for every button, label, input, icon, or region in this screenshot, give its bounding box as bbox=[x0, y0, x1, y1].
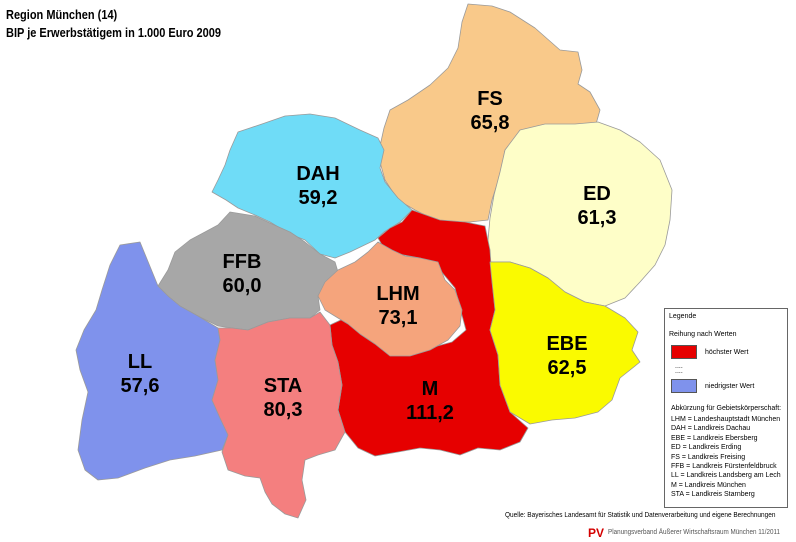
region-label-ed: ED bbox=[583, 183, 611, 205]
region-ebe[interactable] bbox=[489, 261, 641, 425]
legend-abbr-item: ED = Landkreis Erding bbox=[671, 444, 742, 452]
region-value-fs: 65,8 bbox=[471, 112, 510, 134]
region-label-ebe: EBE bbox=[546, 333, 587, 355]
region-value-sta: 80,3 bbox=[264, 399, 303, 421]
region-value-ebe: 62,5 bbox=[548, 357, 587, 379]
legend-abbr-item: M = Landkreis München bbox=[671, 481, 746, 489]
pv-logo: PV bbox=[588, 525, 605, 540]
legend-abbr-list: LHM = Landeshauptstadt München DAH = Lan… bbox=[671, 415, 781, 500]
legend-abbr-item: EBE = Landkreis Ebersberg bbox=[671, 434, 758, 442]
legend-box: Legende Reihung nach Werten höchster Wer… bbox=[664, 308, 788, 508]
region-label-fs: FS bbox=[477, 88, 503, 110]
region-lhm[interactable] bbox=[317, 241, 463, 357]
legend-title: Legende bbox=[669, 313, 697, 320]
legend-abbr-item: FFB = Landkreis Fürstenfeldbruck bbox=[671, 463, 777, 471]
region-value-ll: 57,6 bbox=[121, 375, 160, 397]
legend-highest-label: höchster Wert bbox=[705, 349, 749, 356]
region-value-dah: 59,2 bbox=[299, 187, 338, 209]
region-ll[interactable] bbox=[75, 241, 229, 481]
region-value-ed: 61,3 bbox=[578, 207, 617, 229]
region-value-ffb: 60,0 bbox=[223, 275, 262, 297]
legend-abbr-item: DAH = Landkreis Dachau bbox=[671, 425, 751, 433]
map-subtitle: BIP je Erwerbstätigem in 1.000 Euro 2009 bbox=[6, 26, 222, 40]
region-fs[interactable] bbox=[377, 3, 601, 223]
map-title-block: Region München (14) BIP je Erwerbstätige… bbox=[6, 6, 250, 42]
legend-swatch-lowest bbox=[671, 379, 697, 393]
region-value-m: 111,2 bbox=[406, 402, 454, 424]
footer: PV Planungsverband Äußerer Wirtschaftsra… bbox=[588, 524, 796, 542]
legend-abbr-item: LL = Landkreis Landsberg am Lech bbox=[671, 472, 781, 480]
legend-abbr-item: STA = Landkreis Starnberg bbox=[671, 491, 755, 499]
region-label-ffb: FFB bbox=[223, 251, 262, 273]
legend-lowest-label: niedrigster Wert bbox=[705, 383, 755, 390]
source-note: Quelle: Bayerisches Landesamt für Statis… bbox=[505, 510, 776, 519]
footer-text: Planungsverband Äußerer Wirtschaftsraum … bbox=[608, 529, 781, 537]
region-value-lhm: 73,1 bbox=[379, 307, 418, 329]
legend-abbr-item: FS = Landkreis Freising bbox=[671, 453, 746, 461]
legend-dots-text: .... .... bbox=[675, 363, 683, 375]
legend-abbr-heading: Abkürzung für Gebietskörperschaft: bbox=[671, 405, 782, 412]
region-label-lhm: LHM bbox=[376, 283, 419, 305]
region-label-dah: DAH bbox=[296, 163, 339, 185]
region-label-m: M bbox=[422, 378, 439, 400]
region-sta[interactable] bbox=[211, 311, 346, 519]
legend-subtitle: Reihung nach Werten bbox=[669, 331, 737, 338]
legend-swatch-highest bbox=[671, 345, 697, 359]
legend-dots: .... .... bbox=[675, 363, 683, 375]
region-dah[interactable] bbox=[211, 113, 413, 259]
map-title: Region München (14) bbox=[6, 8, 118, 22]
region-label-sta: STA bbox=[264, 375, 303, 397]
legend-abbr-item: LHM = Landeshauptstadt München bbox=[671, 416, 781, 423]
region-label-ll: LL bbox=[128, 351, 152, 373]
